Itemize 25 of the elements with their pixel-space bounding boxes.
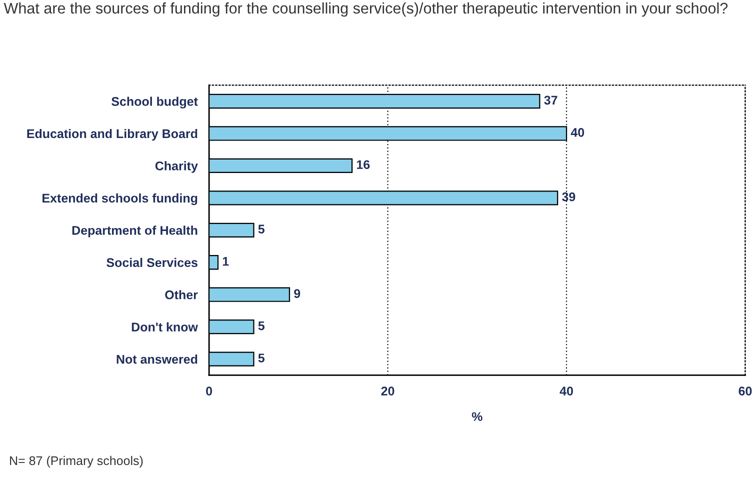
chart-title: What are the sources of funding for the counselling service(s)/other therapeutic intervention in your school? (4, 2, 728, 17)
data-label: 5 (258, 321, 265, 330)
data-label: 9 (294, 289, 300, 298)
y-tick-label: Charity (155, 161, 198, 173)
data-label: 1 (222, 257, 229, 266)
x-tick-label: 40 (560, 386, 573, 396)
data-label: 40 (570, 128, 584, 137)
y-tick-label: Education and Library Board (27, 128, 198, 141)
data-label: 5 (258, 354, 265, 362)
x-axis-title: % (472, 412, 482, 421)
x-tick-label: 0 (206, 386, 212, 396)
y-tick-label: Don't know (132, 322, 198, 332)
y-tick-label: Social Services (106, 258, 198, 268)
y-tick-label: Not answered (116, 354, 198, 364)
x-tick-label: 20 (381, 386, 394, 396)
data-label: 39 (562, 192, 576, 202)
y-tick-label: School budget (112, 96, 198, 108)
text: N= 87 (Primary schools) (10, 456, 143, 468)
x-tick-label: 60 (738, 386, 752, 396)
y-tick-label: Other (165, 290, 198, 300)
data-label: 16 (356, 160, 370, 170)
y-tick-label: Department of Health (72, 226, 198, 238)
data-label: 5 (258, 224, 265, 234)
y-tick-label: Extended schools funding (42, 193, 198, 206)
data-label: 37 (544, 96, 558, 105)
